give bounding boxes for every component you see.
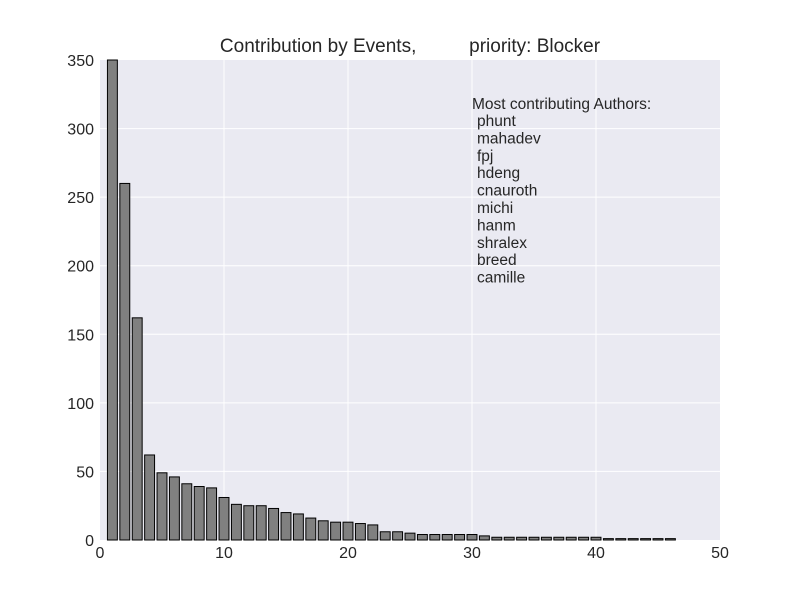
y-tick-label: 0 [85,533,94,550]
bar [516,536,528,541]
y-tick-label: 250 [67,190,94,207]
bar [392,531,404,541]
author-name: shralex [477,235,527,252]
bar [615,538,627,541]
bar [478,535,490,541]
y-tick-label: 50 [76,464,94,481]
bar [540,536,552,541]
bar [292,513,304,541]
x-tick-label: 10 [215,545,233,562]
annotation-heading: Most contributing Authors: [472,96,651,113]
bar [627,538,639,541]
y-tick-label: 150 [67,327,94,344]
x-tick-label: 30 [463,545,481,562]
bar [404,532,416,541]
bar [528,536,540,541]
y-tick-label: 100 [67,396,94,413]
bar [268,507,280,541]
bar [466,534,478,541]
bar [131,317,143,541]
y-tick-labels: 0 50 100 150 200 250 300 350 [67,53,94,550]
author-name: hanm [477,217,516,234]
author-name: hdeng [477,165,520,182]
chart-title: Contribution by Events, priority: Blocke… [220,36,601,57]
bar [156,472,168,541]
bar [416,534,428,541]
bar [342,521,354,541]
y-tick-label: 300 [67,122,94,139]
bar [454,534,466,541]
bar [243,505,255,541]
bar [193,486,205,541]
bar [379,531,391,541]
bar [206,487,218,541]
bars [106,59,676,541]
bar [503,536,515,541]
bar [367,524,379,541]
bar [330,521,342,541]
bar [640,538,652,541]
y-tick-label: 350 [67,53,94,70]
y-tick-label: 200 [67,259,94,276]
bar [119,182,131,541]
bar [144,454,156,541]
bar [590,536,602,541]
grid-lines [100,60,720,540]
bar [429,534,441,541]
bar [181,483,193,541]
x-tick-label: 0 [96,545,105,562]
x-tick-label: 20 [339,545,357,562]
bar [602,538,614,541]
bar [441,534,453,541]
bar [491,536,503,541]
bar [305,517,317,541]
x-tick-label: 50 [711,545,729,562]
bar [652,538,664,541]
bar [578,536,590,541]
bar [218,496,230,541]
author-name: mahadev [477,130,541,147]
bar [230,503,242,541]
authors-annotation: Most contributing Authors: phuntmahadevf… [472,96,651,287]
bar [664,538,676,541]
author-name: cnauroth [477,183,537,200]
bar [553,536,565,541]
bar [106,59,118,541]
author-name: camille [477,270,525,287]
bar [280,512,292,541]
x-tick-labels: 0 10 20 30 40 50 [96,545,729,562]
author-name: phunt [477,113,516,130]
plot-background [100,60,720,540]
author-name: michi [477,200,513,217]
bar [565,536,577,541]
bar [317,520,329,541]
x-tick-label: 40 [587,545,605,562]
bar [168,476,180,541]
bar [255,505,267,541]
author-name: fpj [477,148,493,165]
author-name: breed [477,252,517,269]
bar [354,523,366,541]
